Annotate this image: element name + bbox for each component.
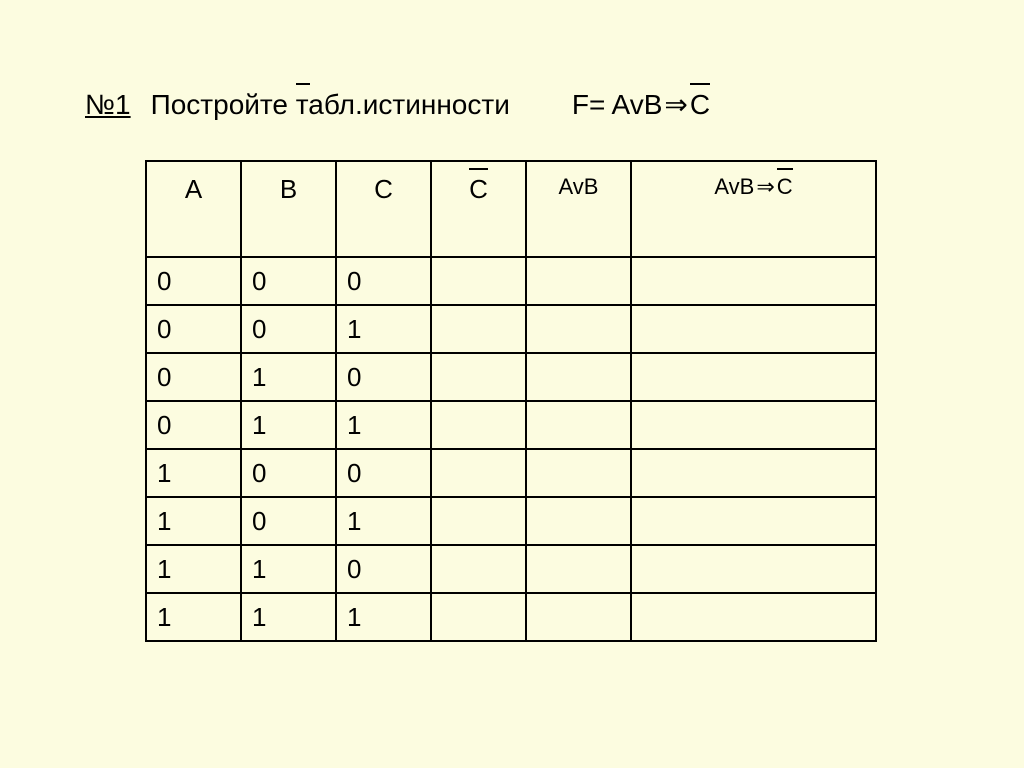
header-impl-prefix: AvB [714, 174, 754, 200]
cell-impl [631, 305, 876, 353]
header-impl: AvB ⇒C [631, 161, 876, 257]
overline-c-icon: C [469, 174, 488, 205]
cell-notc [431, 401, 526, 449]
task-number: №1 [85, 89, 131, 121]
header-b: B [241, 161, 336, 257]
table-row: 0 1 1 [146, 401, 876, 449]
cell-b: 0 [241, 449, 336, 497]
cell-avb [526, 305, 631, 353]
cell-c: 1 [336, 401, 431, 449]
cell-impl [631, 449, 876, 497]
table-row: 1 1 0 [146, 545, 876, 593]
cell-avb [526, 353, 631, 401]
implies-arrow-icon: ⇒ [664, 88, 687, 121]
cell-b: 1 [241, 593, 336, 641]
cell-avb [526, 449, 631, 497]
formula-text: F= AvB ⇒C [572, 88, 710, 121]
table-header-row: A B C C AvB AvB ⇒C [146, 161, 876, 257]
overline-c-icon: C [777, 174, 793, 200]
cell-notc [431, 545, 526, 593]
cell-c: 0 [336, 545, 431, 593]
cell-c: 1 [336, 593, 431, 641]
header-not-c: C [431, 161, 526, 257]
cell-impl [631, 593, 876, 641]
truth-table: A B C C AvB AvB ⇒C 0 0 0 [145, 160, 877, 642]
cell-a: 0 [146, 257, 241, 305]
cell-a: 1 [146, 593, 241, 641]
cell-b: 1 [241, 353, 336, 401]
cell-impl [631, 545, 876, 593]
cell-a: 0 [146, 305, 241, 353]
cell-a: 1 [146, 545, 241, 593]
instruction-overlined-t: т [296, 89, 309, 120]
truth-table-container: A B C C AvB AvB ⇒C 0 0 0 [145, 160, 875, 642]
cell-b: 1 [241, 545, 336, 593]
instruction-text: Постройте табл.истинности [151, 89, 510, 121]
cell-a: 0 [146, 353, 241, 401]
cell-impl [631, 497, 876, 545]
cell-b: 0 [241, 257, 336, 305]
cell-notc [431, 257, 526, 305]
header-avb: AvB [526, 161, 631, 257]
cell-impl [631, 257, 876, 305]
cell-a: 0 [146, 401, 241, 449]
cell-b: 0 [241, 497, 336, 545]
cell-b: 1 [241, 401, 336, 449]
cell-avb [526, 497, 631, 545]
table-row: 1 0 1 [146, 497, 876, 545]
implies-arrow-icon: ⇒ [756, 174, 774, 200]
table-row: 0 1 0 [146, 353, 876, 401]
task-title: №1 Постройте табл.истинности F= AvB ⇒C [85, 88, 939, 121]
cell-impl [631, 353, 876, 401]
cell-avb [526, 257, 631, 305]
table-row: 0 0 1 [146, 305, 876, 353]
cell-notc [431, 449, 526, 497]
cell-a: 1 [146, 497, 241, 545]
header-c: C [336, 161, 431, 257]
cell-c: 1 [336, 497, 431, 545]
cell-avb [526, 593, 631, 641]
cell-b: 0 [241, 305, 336, 353]
formula-not-c: C [690, 89, 710, 121]
formula-prefix: F= AvB [572, 89, 663, 121]
table-body: 0 0 0 0 0 1 0 1 0 [146, 257, 876, 641]
cell-notc [431, 353, 526, 401]
cell-avb [526, 545, 631, 593]
cell-a: 1 [146, 449, 241, 497]
cell-avb [526, 401, 631, 449]
cell-impl [631, 401, 876, 449]
table-row: 0 0 0 [146, 257, 876, 305]
cell-notc [431, 305, 526, 353]
cell-notc [431, 497, 526, 545]
table-row: 1 0 0 [146, 449, 876, 497]
table-row: 1 1 1 [146, 593, 876, 641]
cell-c: 0 [336, 449, 431, 497]
header-a: A [146, 161, 241, 257]
cell-c: 0 [336, 257, 431, 305]
cell-c: 0 [336, 353, 431, 401]
instruction-prefix: Постройте [151, 89, 296, 120]
cell-c: 1 [336, 305, 431, 353]
instruction-rest: абл.истинности [308, 89, 510, 120]
cell-notc [431, 593, 526, 641]
